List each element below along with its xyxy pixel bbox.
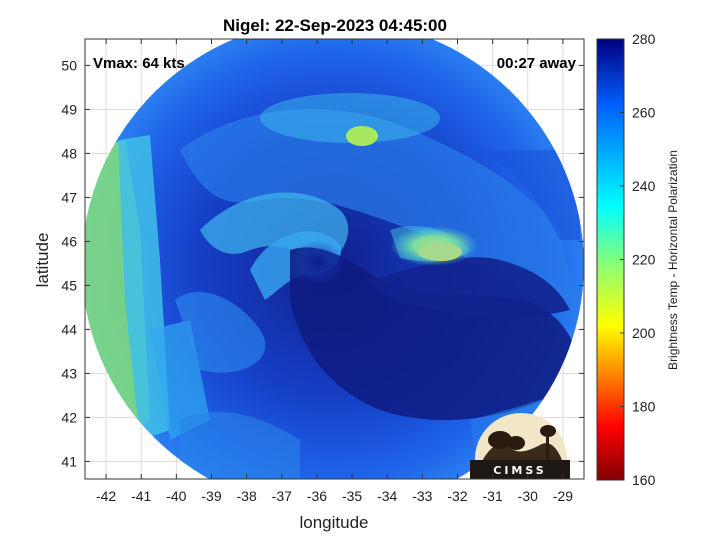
y-tick-label: 48 bbox=[61, 145, 77, 161]
x-tick-label: -33 bbox=[412, 488, 432, 504]
colorbar-label: Brightness Temp - Horizontal Polarizatio… bbox=[666, 150, 680, 370]
colorbar-tick-label: 220 bbox=[632, 252, 656, 268]
y-tick-label: 44 bbox=[61, 321, 77, 337]
y-tick-label: 43 bbox=[61, 365, 77, 381]
time-away-label: 00:27 away bbox=[497, 55, 577, 72]
logo-text: CIMSS bbox=[493, 464, 546, 477]
x-tick-label: -31 bbox=[483, 488, 503, 504]
x-axis-ticks: -42 -41 -40 -39 -38 -37 -36 -35 -34 -33 -32 -31 -30-… bbox=[96, 39, 573, 504]
x-tick-label: -36 bbox=[307, 488, 327, 504]
y-tick-label: 45 bbox=[61, 277, 77, 293]
y-axis-ticks: 41 42 43 44 45 46 47 48 49 50 bbox=[61, 57, 584, 469]
map-panel: CIMSS Vmax: 64 kts 00:27 away -42 -41 -40-… bbox=[61, 38, 585, 504]
x-tick-label: -40 bbox=[166, 488, 186, 504]
x-axis-label: longitude bbox=[299, 513, 368, 532]
x-tick-label: -41 bbox=[131, 488, 151, 504]
colorbar-scale bbox=[596, 38, 625, 481]
x-tick-label: -39 bbox=[201, 488, 221, 504]
cimss-logo: CIMSS bbox=[470, 413, 570, 479]
y-tick-label: 46 bbox=[61, 233, 77, 249]
plot-frame bbox=[84, 38, 585, 480]
colorbar: 160 180 200 220 240 260 280 Brightness Temp - … bbox=[596, 31, 680, 488]
colorbar-tick-label: 160 bbox=[632, 472, 656, 488]
x-tick-label: -29 bbox=[553, 488, 573, 504]
y-tick-label: 50 bbox=[61, 57, 77, 73]
y-tick-label: 47 bbox=[61, 189, 77, 205]
vmax-label: Vmax: 64 kts bbox=[93, 55, 185, 72]
y-axis-label: latitude bbox=[33, 233, 52, 288]
colorbar-tick-label: 240 bbox=[632, 178, 656, 194]
y-tick-label: 49 bbox=[61, 101, 77, 117]
x-tick-label: -38 bbox=[237, 488, 257, 504]
colorbar-tick-label: 260 bbox=[632, 105, 656, 121]
colorbar-tick-label: 180 bbox=[632, 399, 656, 415]
map-title: Nigel: 22-Sep-2023 04:45:00 bbox=[223, 16, 447, 35]
colorbar-tick-label: 280 bbox=[632, 31, 656, 47]
brightness-swath bbox=[85, 39, 584, 479]
x-tick-label: -42 bbox=[96, 488, 116, 504]
x-tick-label: -37 bbox=[272, 488, 292, 504]
colorbar-tick-label: 200 bbox=[632, 325, 656, 341]
y-tick-label: 42 bbox=[61, 409, 77, 425]
x-tick-label: -32 bbox=[447, 488, 467, 504]
x-tick-label: -34 bbox=[377, 488, 397, 504]
x-tick-label: -35 bbox=[342, 488, 362, 504]
colorbar-ticks: 160 180 200 220 240 260 280 bbox=[620, 31, 656, 488]
x-tick-label: -30 bbox=[518, 488, 538, 504]
y-tick-label: 41 bbox=[61, 453, 77, 469]
